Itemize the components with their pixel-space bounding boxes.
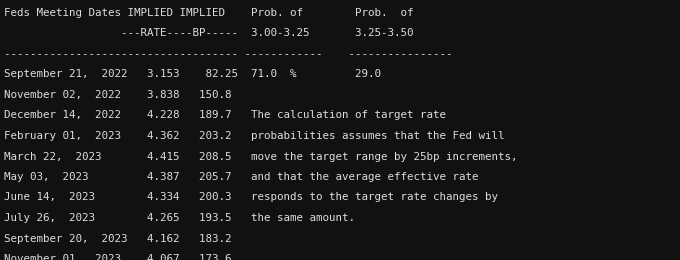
Text: February 01,  2023    4.362   203.2   probabilities assumes that the Fed will: February 01, 2023 4.362 203.2 probabilit… bbox=[4, 131, 505, 141]
Text: September 20,  2023   4.162   183.2: September 20, 2023 4.162 183.2 bbox=[4, 233, 231, 244]
Text: December 14,  2022    4.228   189.7   The calculation of target rate: December 14, 2022 4.228 189.7 The calcul… bbox=[4, 110, 446, 120]
Text: Feds Meeting Dates IMPLIED IMPLIED    Prob. of        Prob.  of: Feds Meeting Dates IMPLIED IMPLIED Prob.… bbox=[4, 8, 413, 18]
Text: July 26,  2023        4.265   193.5   the same amount.: July 26, 2023 4.265 193.5 the same amoun… bbox=[4, 213, 355, 223]
Text: November 02,  2022    3.838   150.8: November 02, 2022 3.838 150.8 bbox=[4, 90, 231, 100]
Text: November 01,  2023    4.067   173.6: November 01, 2023 4.067 173.6 bbox=[4, 254, 231, 260]
Text: March 22,  2023       4.415   208.5   move the target range by 25bp increments,: March 22, 2023 4.415 208.5 move the targ… bbox=[4, 152, 517, 161]
Text: ------------------------------------ ------------    ----------------: ------------------------------------ ---… bbox=[4, 49, 452, 59]
Text: May 03,  2023         4.387   205.7   and that the average effective rate: May 03, 2023 4.387 205.7 and that the av… bbox=[4, 172, 479, 182]
Text: ---RATE----BP-----  3.00-3.25       3.25-3.50: ---RATE----BP----- 3.00-3.25 3.25-3.50 bbox=[4, 29, 413, 38]
Text: September 21,  2022   3.153    82.25  71.0  %         29.0: September 21, 2022 3.153 82.25 71.0 % 29… bbox=[4, 69, 381, 80]
Text: June 14,  2023        4.334   200.3   responds to the target rate changes by: June 14, 2023 4.334 200.3 responds to th… bbox=[4, 192, 498, 203]
